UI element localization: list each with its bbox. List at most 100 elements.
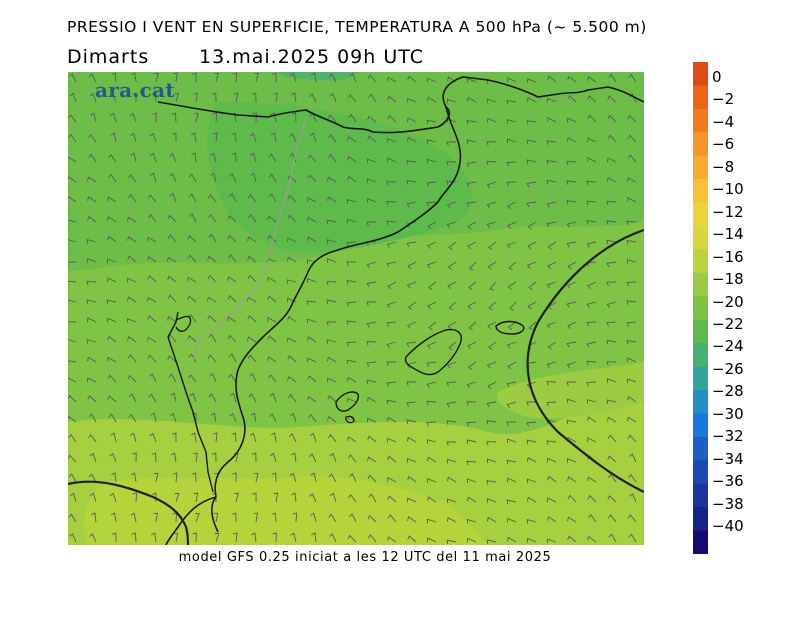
- wind-barb: [406, 201, 417, 208]
- wind-barb: [170, 452, 177, 463]
- wind-barb: [426, 96, 437, 103]
- wind-barb: [247, 194, 257, 203]
- wind-barb: [386, 137, 397, 143]
- wind-barb: [173, 532, 179, 543]
- wind-barb: [468, 281, 477, 291]
- wind-barb: [326, 281, 337, 286]
- wind-barb: [306, 278, 317, 283]
- wind-barb: [291, 112, 297, 123]
- colorbar-label: −18: [712, 270, 744, 289]
- wind-barb: [174, 92, 180, 103]
- colorbar-label: −6: [712, 135, 735, 154]
- wind-barb: [626, 177, 637, 183]
- wind-barb: [367, 135, 377, 143]
- wind-barb: [346, 320, 357, 325]
- wind-barb: [214, 532, 220, 543]
- wind-barb: [526, 261, 537, 269]
- wind-barb: [88, 73, 97, 83]
- wind-barb: [347, 436, 357, 443]
- wind-barb: [192, 532, 197, 543]
- colorbar-label: −32: [712, 427, 744, 446]
- colorbar-label: −30: [712, 404, 744, 423]
- wind-barb: [349, 473, 357, 483]
- wind-barb: [270, 132, 277, 143]
- wind-barb: [326, 299, 337, 305]
- wind-barb: [526, 120, 537, 125]
- wind-barb: [208, 233, 217, 243]
- wind-barb: [467, 241, 477, 250]
- wind-barb: [68, 280, 77, 286]
- wind-barb: [546, 497, 557, 503]
- wind-barb: [626, 321, 637, 327]
- wind-barb: [407, 535, 417, 543]
- wind-barb: [68, 321, 77, 326]
- coastline-inland: [167, 311, 214, 493]
- wind-barb: [68, 360, 77, 365]
- wind-barb: [486, 401, 497, 408]
- wind-barb: [68, 261, 77, 267]
- colorbar-swatch: [693, 272, 708, 297]
- wind-barb: [366, 417, 377, 423]
- wind-barb: [546, 538, 557, 544]
- wind-barb: [69, 92, 77, 103]
- wind-barb: [447, 76, 457, 83]
- wind-barb: [387, 114, 397, 123]
- wind-barb: [567, 535, 577, 543]
- wind-barb: [172, 432, 177, 443]
- wind-barb: [131, 72, 137, 83]
- wind-barb: [251, 92, 257, 103]
- wind-barb: [386, 220, 397, 226]
- wind-barb: [486, 480, 497, 485]
- wind-barb: [387, 455, 397, 463]
- wind-barb: [466, 421, 477, 427]
- wind-barb: [446, 98, 457, 104]
- wind-barb: [407, 475, 417, 483]
- wind-barb: [448, 341, 457, 351]
- wind-barb: [547, 75, 557, 83]
- wind-barb: [406, 241, 417, 248]
- wind-barb: [626, 416, 637, 423]
- wind-barb: [626, 300, 637, 305]
- wind-barb: [586, 381, 597, 387]
- wind-barb: [127, 374, 137, 383]
- wind-barb: [448, 241, 457, 251]
- wind-barb: [229, 412, 237, 423]
- wind-barb: [150, 412, 157, 423]
- wind-barb: [626, 239, 637, 245]
- wind-barb: [286, 337, 297, 343]
- wind-barb: [526, 97, 537, 103]
- wind-barb: [288, 393, 297, 403]
- wind-barb: [247, 354, 257, 363]
- wind-barb: [328, 73, 337, 83]
- model-info: model GFS 0.25 iniciat a les 12 UTC del …: [178, 550, 552, 565]
- wind-barb: [327, 395, 337, 403]
- wind-barb: [367, 514, 377, 523]
- wind-barb: [406, 497, 417, 503]
- wind-barb: [566, 137, 577, 143]
- colorbar-swatch: [693, 319, 708, 344]
- wind-barb: [231, 152, 237, 163]
- colorbar-swatch: [693, 62, 708, 86]
- wind-barb: [406, 160, 417, 165]
- wind-barb: [227, 294, 237, 303]
- wind-barb: [130, 152, 137, 163]
- wind-barb: [546, 361, 557, 368]
- wind-barb: [271, 472, 277, 483]
- wind-barb: [547, 516, 557, 523]
- wind-barb: [130, 512, 137, 523]
- wind-barb: [266, 317, 277, 323]
- wind-barb: [427, 281, 437, 290]
- wind-barb: [292, 512, 298, 523]
- wind-barb: [127, 216, 137, 223]
- wind-barb: [526, 381, 537, 389]
- wind-barb: [130, 132, 137, 143]
- wind-barb: [447, 321, 457, 330]
- wind-barb: [268, 193, 277, 203]
- wind-barb: [426, 400, 437, 406]
- wind-barb: [289, 472, 297, 483]
- wind-barb: [406, 419, 417, 425]
- wind-barb: [227, 334, 237, 343]
- wind-barb: [366, 396, 377, 403]
- wind-barb: [606, 301, 617, 309]
- wind-barb: [167, 315, 177, 323]
